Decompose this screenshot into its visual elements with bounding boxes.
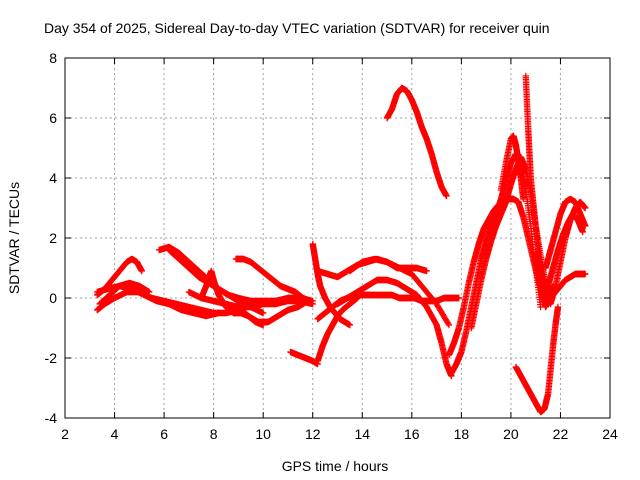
data-point xyxy=(138,267,145,275)
x-tick-label: 20 xyxy=(503,426,519,442)
grid xyxy=(65,58,610,418)
series-arc-12 xyxy=(309,240,354,329)
series-arc-16 xyxy=(334,276,455,380)
data-point xyxy=(215,309,222,317)
series-arc-11 xyxy=(287,348,321,368)
x-tick-label: 4 xyxy=(111,426,119,442)
series-arc-01 xyxy=(94,255,145,299)
y-tick-label: 0 xyxy=(49,290,57,306)
series-arc-18 xyxy=(383,84,450,200)
data-point xyxy=(304,297,311,305)
y-tick-label: 4 xyxy=(49,170,57,186)
data-point xyxy=(146,288,153,296)
series-arc-05 xyxy=(155,243,316,305)
chart-title: Day 354 of 2025, Sidereal Day-to-day VTE… xyxy=(44,20,550,36)
x-tick-label: 6 xyxy=(160,426,168,442)
x-tick-label: 12 xyxy=(305,426,321,442)
x-tick-label: 14 xyxy=(354,426,370,442)
x-tick-label: 8 xyxy=(210,426,218,442)
y-tick-label: 8 xyxy=(49,50,57,66)
x-tick-label: 22 xyxy=(553,426,569,442)
y-tick-label: 6 xyxy=(49,110,57,126)
y-axis-label: SDTVAR / TECUs xyxy=(6,182,22,294)
x-tick-label: 10 xyxy=(255,426,271,442)
x-axis-label: GPS time / hours xyxy=(282,458,389,474)
y-tick-label: -2 xyxy=(45,350,58,366)
x-tick-label: 2 xyxy=(61,426,69,442)
series-arc-10 xyxy=(235,297,311,326)
series-arc-13 xyxy=(314,294,361,365)
y-tick-label: 2 xyxy=(49,230,57,246)
x-tick-label: 24 xyxy=(602,426,618,442)
data-point xyxy=(346,321,354,329)
y-tick-label: -4 xyxy=(45,410,58,426)
x-tick-label: 18 xyxy=(454,426,470,442)
series-arc-04 xyxy=(96,279,153,308)
series-arc-24 xyxy=(512,303,562,416)
x-tick-label: 16 xyxy=(404,426,420,442)
data-point xyxy=(259,309,267,317)
data-points xyxy=(94,72,589,416)
series-arc-09 xyxy=(232,255,314,305)
